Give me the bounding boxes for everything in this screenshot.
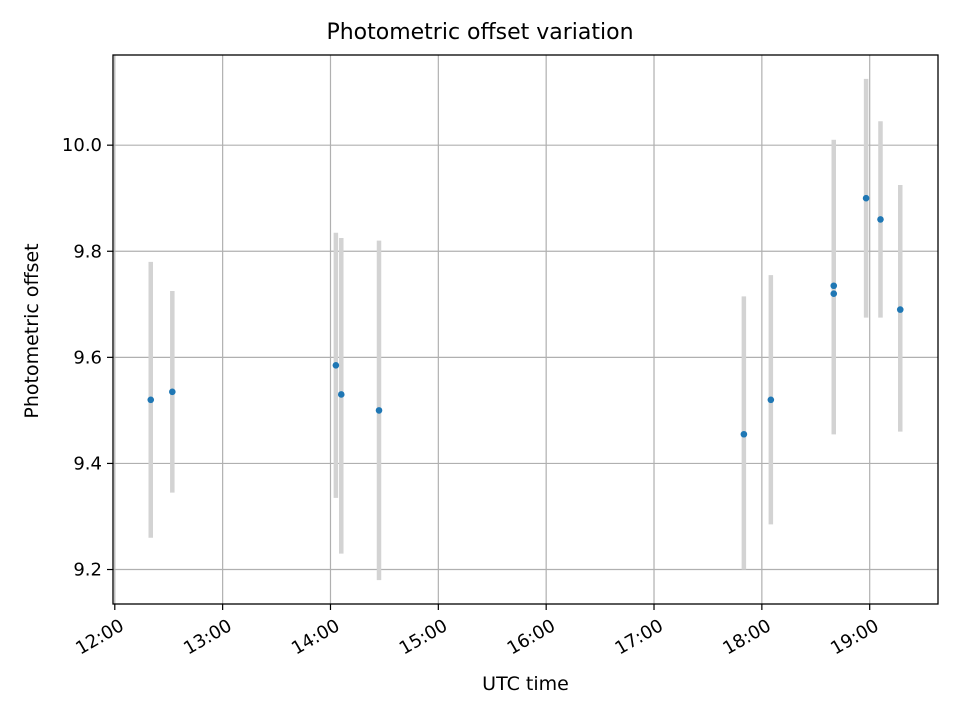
plot-frame xyxy=(112,54,939,605)
x-tick-label: 18:00 xyxy=(719,615,774,659)
x-tick-label: 12:00 xyxy=(72,615,127,659)
data-point xyxy=(332,362,340,369)
x-tick-label: 19:00 xyxy=(827,615,882,659)
y-tick-label: 9.4 xyxy=(73,453,102,474)
data-point xyxy=(830,290,838,297)
data-point xyxy=(877,216,884,223)
data-point xyxy=(896,306,904,313)
data-point xyxy=(375,407,383,414)
y-tick-label: 9.8 xyxy=(73,241,102,262)
x-tick-label: 15:00 xyxy=(396,615,451,659)
y-axis-label: Photometric offset xyxy=(21,243,43,419)
data-point xyxy=(337,391,345,398)
y-tick-label: 9.6 xyxy=(73,347,102,368)
data-point xyxy=(767,396,775,404)
y-tick-label: 10.0 xyxy=(62,135,102,156)
x-tick-label: 16:00 xyxy=(504,615,559,659)
data-point xyxy=(740,430,748,438)
data-point xyxy=(169,388,176,396)
x-tick-label: 17:00 xyxy=(611,615,666,659)
data-point xyxy=(862,194,870,202)
y-tick-label: 9.2 xyxy=(73,560,102,581)
data-point xyxy=(830,282,838,290)
x-tick-label: 14:00 xyxy=(288,615,343,659)
x-tick-label: 13:00 xyxy=(180,615,235,659)
x-axis-label: UTC time xyxy=(482,673,569,695)
chart-title: Photometric offset variation xyxy=(326,20,634,45)
data-point xyxy=(147,396,155,404)
